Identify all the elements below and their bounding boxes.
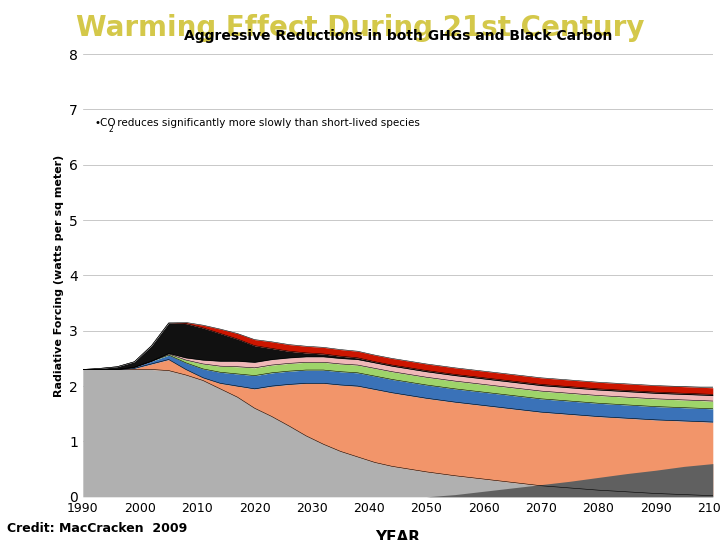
- Text: YEAR: YEAR: [375, 530, 420, 540]
- Y-axis label: Radiative Forcing (watts per sq meter): Radiative Forcing (watts per sq meter): [53, 154, 63, 396]
- Text: Warming Effect During 21st Century: Warming Effect During 21st Century: [76, 14, 644, 42]
- Text: Credit: MacCracken  2009: Credit: MacCracken 2009: [7, 522, 187, 535]
- Text: reduces significantly more slowly than short-lived species: reduces significantly more slowly than s…: [114, 118, 420, 128]
- Text: 2: 2: [109, 125, 113, 134]
- Text: •CO: •CO: [94, 118, 116, 128]
- Text: Aggressive Reductions in both GHGs and Black Carbon: Aggressive Reductions in both GHGs and B…: [184, 29, 612, 43]
